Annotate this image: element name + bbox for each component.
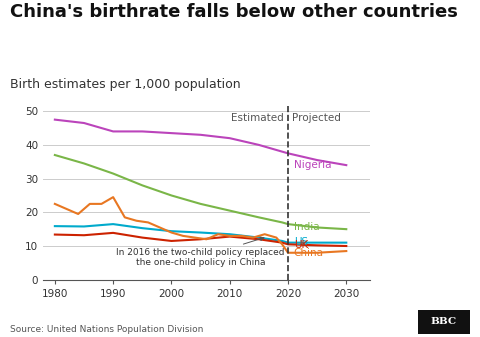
Text: Nigeria: Nigeria — [294, 160, 331, 170]
Text: Estimated: Estimated — [231, 113, 284, 123]
Text: India: India — [294, 222, 320, 233]
Text: Birth estimates per 1,000 population: Birth estimates per 1,000 population — [10, 78, 240, 91]
Text: China: China — [294, 248, 324, 258]
Text: Projected: Projected — [292, 113, 341, 123]
Text: BBC: BBC — [431, 317, 457, 326]
Text: China's birthrate falls below other countries: China's birthrate falls below other coun… — [10, 3, 457, 21]
Text: Source: United Nations Population Division: Source: United Nations Population Divisi… — [10, 325, 203, 334]
Text: UK: UK — [294, 240, 308, 250]
Text: In 2016 the two-child policy replaced
the one-child policy in China: In 2016 the two-child policy replaced th… — [116, 237, 285, 267]
Text: US: US — [294, 237, 308, 247]
